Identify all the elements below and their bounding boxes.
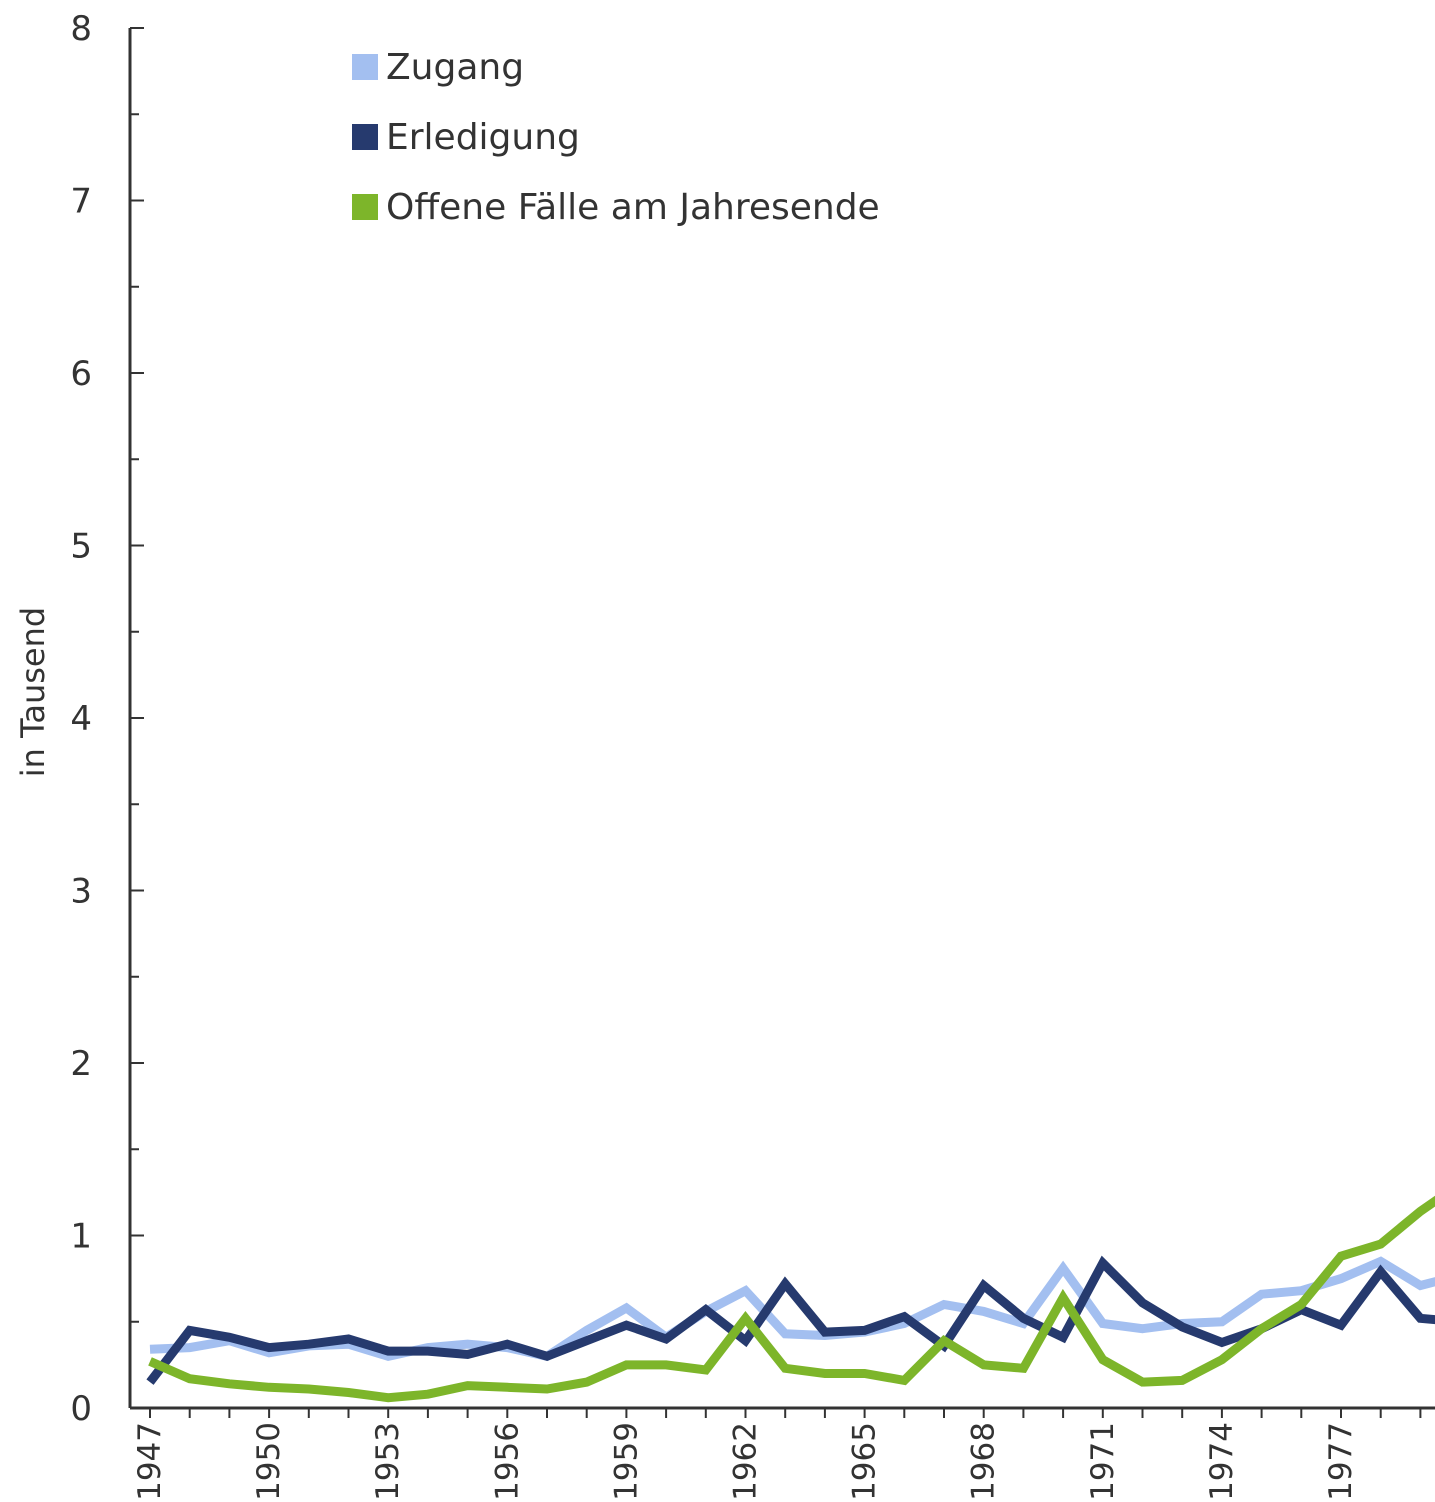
y-tick-label: 3 xyxy=(70,872,92,912)
legend-label: Offene Fälle am Jahresende xyxy=(386,187,880,228)
axis-ticks xyxy=(130,27,1422,1418)
legend-swatch xyxy=(352,54,378,80)
x-tick-label: 1971 xyxy=(1085,1422,1121,1501)
y-tick-label: 8 xyxy=(70,9,92,49)
y-tick-label: 7 xyxy=(70,182,92,222)
x-tick-label: 1968 xyxy=(966,1422,1002,1501)
x-tick-label: 1953 xyxy=(370,1422,406,1501)
x-tick-label: 1962 xyxy=(728,1422,764,1501)
series-line-1 xyxy=(149,1256,1435,1362)
legend: Zugang Erledigung Offene Fälle am Jahresen… xyxy=(352,47,880,228)
series-line-3 xyxy=(148,1195,1435,1403)
x-tick-label: 1947 xyxy=(132,1422,168,1501)
y-tick-label: 0 xyxy=(70,1389,92,1429)
y-tick-label: 5 xyxy=(70,527,92,567)
legend-swatch xyxy=(352,124,378,150)
x-tick-label: 1965 xyxy=(847,1422,883,1501)
y-tick-label: 4 xyxy=(70,699,92,739)
series-line-2 xyxy=(146,1255,1435,1385)
y-tick-labels: 0 1 2 3 4 5 6 7 8 xyxy=(70,9,92,1429)
y-axis-label: in Tausend xyxy=(14,607,52,777)
x-tick-label: 1950 xyxy=(251,1422,287,1501)
y-tick-label: 2 xyxy=(70,1044,92,1084)
x-tick-label: 1974 xyxy=(1204,1422,1240,1501)
x-tick-label: 1959 xyxy=(608,1422,644,1501)
legend-swatch xyxy=(352,194,378,220)
y-tick-label: 1 xyxy=(70,1217,92,1257)
legend-label: Erledigung xyxy=(386,117,580,158)
series-lines xyxy=(146,1195,1435,1403)
x-tick-label: 1956 xyxy=(489,1422,525,1501)
x-tick-labels: 1947 1950 1953 1956 1959 1962 1965 1968 1971 1974… xyxy=(132,1422,1359,1501)
legend-label: Zugang xyxy=(386,47,524,88)
y-tick-label: 6 xyxy=(70,354,92,394)
x-tick-label: 1977 xyxy=(1323,1422,1359,1501)
